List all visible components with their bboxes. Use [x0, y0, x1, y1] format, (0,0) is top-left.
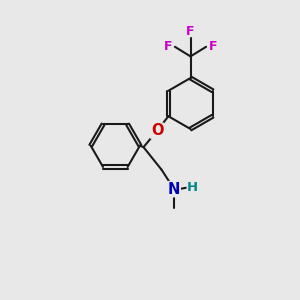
Text: F: F — [208, 40, 217, 53]
Text: N: N — [168, 182, 180, 197]
Text: H: H — [187, 181, 198, 194]
Text: O: O — [151, 123, 163, 138]
Text: F: F — [164, 40, 172, 53]
Text: F: F — [186, 25, 195, 38]
